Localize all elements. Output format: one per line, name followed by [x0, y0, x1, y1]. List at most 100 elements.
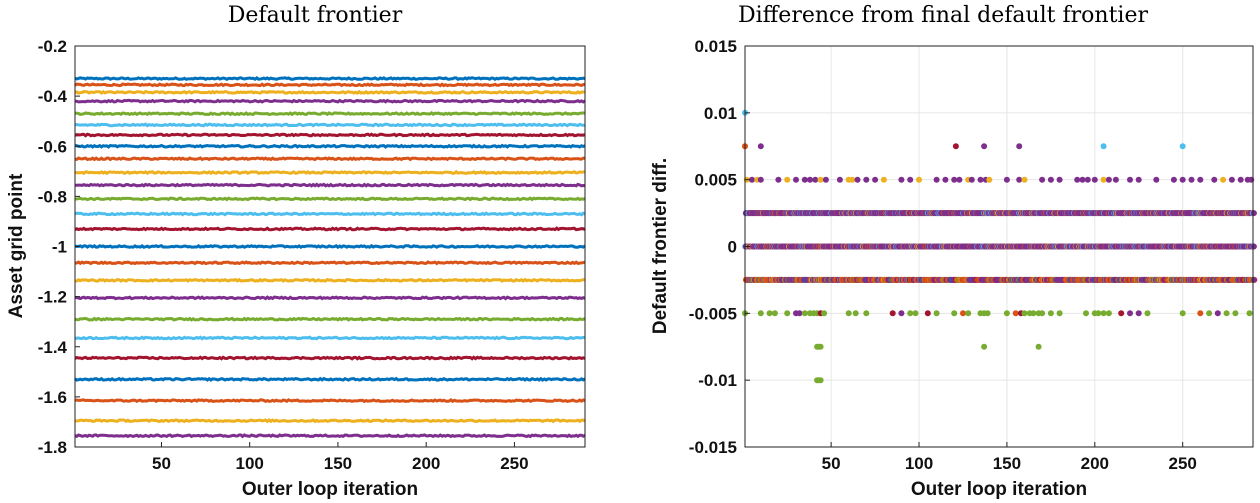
y-tick-label: -0.4: [38, 87, 68, 106]
scatter-point: [784, 310, 791, 317]
y-tick-label: -0.8: [38, 187, 67, 206]
series-line: [74, 156, 586, 162]
scatter-point: [965, 310, 972, 317]
scatter-point: [981, 143, 988, 150]
y-tick-label: -1.8: [38, 438, 67, 457]
scatter-point: [1118, 310, 1125, 317]
scatter-point: [766, 310, 773, 317]
series-line: [74, 196, 586, 202]
x-tick-label: 250: [1169, 454, 1197, 473]
series-line: [74, 243, 586, 250]
scatter-point: [984, 310, 991, 317]
scatter-point: [1003, 176, 1010, 183]
scatter-point: [898, 176, 905, 183]
scatter-point: [951, 310, 958, 317]
scatter-point: [1250, 243, 1257, 250]
series-line: [74, 82, 586, 88]
series-line: [74, 433, 586, 439]
scatter-point: [1100, 143, 1107, 150]
left-x-axis-label: Outer loop iteration: [242, 479, 418, 500]
right-chart-panel: Difference from final default frontier 5…: [650, 3, 1258, 500]
scatter-point: [1206, 310, 1213, 317]
scatter-point: [1188, 176, 1195, 183]
scatter-point: [1250, 276, 1257, 283]
x-tick-label: 100: [905, 454, 933, 473]
scatter-point: [1039, 176, 1046, 183]
scatter-point: [1016, 176, 1023, 183]
series-line: [74, 98, 586, 104]
series-line: [74, 316, 586, 322]
series-line: [74, 211, 586, 217]
x-tick-label: 150: [993, 454, 1021, 473]
scatter-point: [1056, 176, 1063, 183]
y-tick-label: -0.2: [38, 37, 67, 56]
scatter-point: [1035, 343, 1042, 350]
scatter-point: [1021, 310, 1028, 317]
scatter-point: [849, 176, 856, 183]
scatter-point: [1079, 176, 1086, 183]
series-line: [74, 260, 586, 266]
series-line: [74, 398, 586, 404]
series-line: [74, 111, 586, 117]
y-tick-label: -1.4: [38, 338, 68, 357]
scatter-point: [1170, 176, 1177, 183]
scatter-point: [872, 176, 879, 183]
right-grid: [745, 45, 1253, 448]
series-line: [75, 122, 586, 128]
scatter-point: [822, 176, 829, 183]
left-chart-title: Default frontier: [228, 3, 403, 28]
scatter-point: [1228, 176, 1235, 183]
y-tick-label: -0.6: [38, 137, 67, 156]
scatter-point: [1127, 310, 1133, 317]
x-tick-label: 50: [822, 454, 841, 473]
scatter-point: [1095, 310, 1102, 317]
right-points-group: [742, 109, 1258, 384]
scatter-point: [1223, 310, 1230, 317]
x-tick-label: 50: [152, 454, 171, 473]
scatter-point: [863, 310, 870, 317]
scatter-point: [1091, 176, 1098, 183]
scatter-point: [1047, 176, 1054, 183]
x-tick-label: 200: [1081, 454, 1109, 473]
scatter-point: [907, 176, 914, 183]
scatter-point: [1246, 310, 1253, 317]
x-tick-label: 250: [500, 454, 528, 473]
scatter-point: [981, 343, 988, 350]
scatter-point: [801, 310, 808, 317]
scatter-point: [796, 310, 803, 317]
y-tick-label: 0.015: [694, 37, 737, 56]
scatter-point: [1012, 310, 1019, 317]
scatter-point: [1144, 310, 1151, 317]
scatter-point: [1100, 176, 1107, 183]
scatter-point: [771, 310, 778, 317]
scatter-point: [1135, 176, 1142, 183]
right-x-axis-label: Outer loop iteration: [911, 479, 1087, 500]
y-tick-label: 0.005: [694, 171, 737, 190]
scatter-point: [1100, 310, 1107, 317]
scatter-point: [916, 176, 922, 183]
y-tick-label: 0.01: [704, 104, 737, 123]
series-line: [74, 89, 586, 96]
scatter-point: [952, 143, 959, 150]
y-tick-label: -1: [52, 238, 67, 257]
y-tick-label: -0.015: [689, 438, 737, 457]
scatter-point: [801, 176, 808, 183]
scatter-point: [852, 310, 859, 317]
scatter-point: [1084, 176, 1091, 183]
scatter-point: [807, 176, 813, 183]
scatter-point: [912, 310, 919, 317]
scatter-point: [863, 176, 870, 183]
y-tick-label: -0.01: [698, 371, 737, 390]
scatter-point: [956, 176, 963, 183]
series-line: [74, 226, 586, 232]
x-tick-label: 100: [236, 454, 264, 473]
scatter-point: [1127, 176, 1133, 183]
left-chart-panel: Default frontier 50 100 150 200 250 -0.2 -0.4…: [6, 3, 586, 500]
scatter-point: [749, 176, 755, 183]
scatter-point: [1105, 176, 1112, 183]
scatter-point: [933, 310, 940, 317]
series-line: [74, 418, 586, 424]
x-tick-label: 200: [412, 454, 440, 473]
scatter-point: [775, 176, 782, 183]
